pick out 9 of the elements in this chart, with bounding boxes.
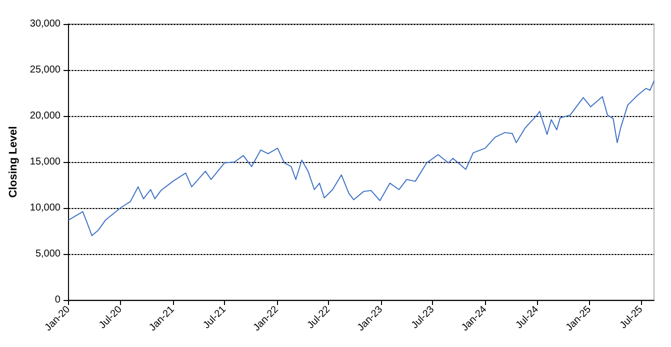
y-tick-label: 20,000: [30, 110, 61, 122]
y-axis-title: Closing Level: [8, 126, 20, 198]
y-tick-label: 30,000: [30, 18, 61, 30]
line-series: [68, 80, 654, 236]
y-tick-label: 10,000: [30, 202, 61, 214]
y-tick-label: 25,000: [30, 64, 61, 76]
y-tick-label: 0: [54, 294, 61, 306]
y-tick-label: 15,000: [30, 156, 61, 168]
y-tick-label: 5,000: [35, 248, 61, 260]
